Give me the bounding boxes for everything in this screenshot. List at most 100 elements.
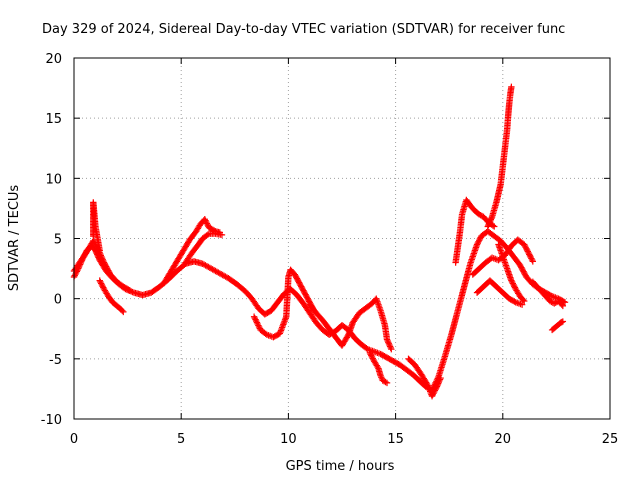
- data-point: [529, 258, 537, 265]
- data-point-fill: [386, 341, 393, 349]
- series-main: [70, 228, 569, 394]
- data-point-fill: [485, 221, 492, 229]
- data-point: [201, 216, 208, 223]
- data-point: [255, 305, 262, 312]
- data-point: [551, 300, 558, 307]
- data-point: [507, 90, 514, 98]
- data-point-fill: [204, 221, 211, 229]
- data-point: [366, 349, 374, 357]
- data-point: [242, 288, 249, 295]
- data-point: [480, 283, 487, 290]
- x-tick-label: 20: [495, 432, 512, 447]
- data-point: [499, 253, 506, 260]
- data-point: [248, 295, 256, 302]
- data-point: [96, 247, 103, 254]
- data-point-fill: [488, 215, 495, 222]
- data-point: [377, 372, 384, 379]
- data-point: [212, 230, 219, 237]
- data-point-fill: [475, 238, 482, 245]
- data-point: [525, 249, 532, 257]
- data-point-fill: [255, 322, 262, 329]
- data-point: [332, 333, 339, 341]
- data-point: [493, 283, 500, 290]
- series-receiver-16: [529, 278, 567, 310]
- data-point-fill: [97, 280, 105, 287]
- data-point: [368, 300, 376, 307]
- data-point: [456, 229, 464, 236]
- data-point: [274, 299, 281, 306]
- data-point-fill: [254, 320, 261, 328]
- data-point: [499, 289, 506, 296]
- data-point: [546, 297, 554, 305]
- data-point-fill: [202, 217, 209, 224]
- x-tick-label: 25: [602, 432, 619, 447]
- series-receiver-13: [473, 277, 526, 308]
- data-point: [373, 295, 380, 302]
- data-point: [428, 392, 436, 400]
- data-point-fill: [511, 283, 518, 290]
- data-point: [126, 287, 133, 294]
- data-point: [287, 266, 294, 273]
- data-point: [488, 213, 496, 221]
- data-point-fill: [433, 383, 441, 390]
- data-point: [529, 278, 537, 286]
- series-receiver-2: [70, 237, 133, 294]
- data-point-fill: [99, 256, 106, 263]
- data-point: [218, 231, 226, 239]
- data-point-fill: [367, 351, 374, 358]
- data-point: [478, 232, 485, 240]
- data-point-fill: [423, 380, 431, 388]
- data-point: [233, 281, 241, 288]
- data-point: [491, 223, 498, 230]
- data-point-fill: [558, 318, 565, 326]
- data-point-fill: [98, 281, 106, 289]
- data-point: [548, 293, 556, 300]
- data-point: [486, 277, 494, 284]
- data-point: [306, 309, 314, 317]
- data-point-fill: [485, 220, 493, 227]
- data-point: [516, 293, 524, 300]
- data-point-fill: [487, 216, 495, 223]
- y-tick-label: 0: [54, 293, 62, 308]
- data-point-fill: [430, 388, 438, 396]
- data-point: [538, 288, 545, 295]
- series-receiver-3: [90, 199, 103, 254]
- data-point-fill: [547, 292, 555, 299]
- data-point-fill: [203, 220, 211, 227]
- data-point: [188, 249, 196, 257]
- data-point-fill: [526, 251, 533, 258]
- data-point: [553, 323, 560, 330]
- data-point: [441, 353, 449, 360]
- data-point-fill: [431, 387, 439, 394]
- y-tick-label: 10: [45, 172, 62, 187]
- data-point: [503, 127, 511, 134]
- data-point: [216, 270, 223, 277]
- data-point: [473, 289, 481, 296]
- data-point: [473, 241, 481, 248]
- data-point-fill: [528, 255, 535, 262]
- data-point: [476, 265, 483, 272]
- x-tick-label: 5: [177, 432, 185, 447]
- data-point: [167, 268, 174, 276]
- data-point: [411, 361, 419, 369]
- data-point: [90, 199, 97, 206]
- data-point-fill: [204, 231, 211, 238]
- data-point: [495, 241, 502, 248]
- data-point-fill: [252, 316, 259, 323]
- data-point: [497, 181, 504, 188]
- data-point: [491, 232, 498, 240]
- data-point-fill: [384, 337, 391, 345]
- data-point-fill: [253, 317, 260, 325]
- data-point-fill: [487, 217, 494, 225]
- data-point: [370, 358, 378, 365]
- data-point: [383, 379, 391, 387]
- data-point: [77, 258, 84, 265]
- data-point: [261, 311, 269, 318]
- data-point: [383, 354, 391, 361]
- series-receiver-7: [250, 266, 318, 341]
- data-point: [313, 319, 320, 326]
- data-point: [300, 300, 307, 307]
- data-point: [293, 291, 301, 299]
- data-point: [506, 295, 513, 302]
